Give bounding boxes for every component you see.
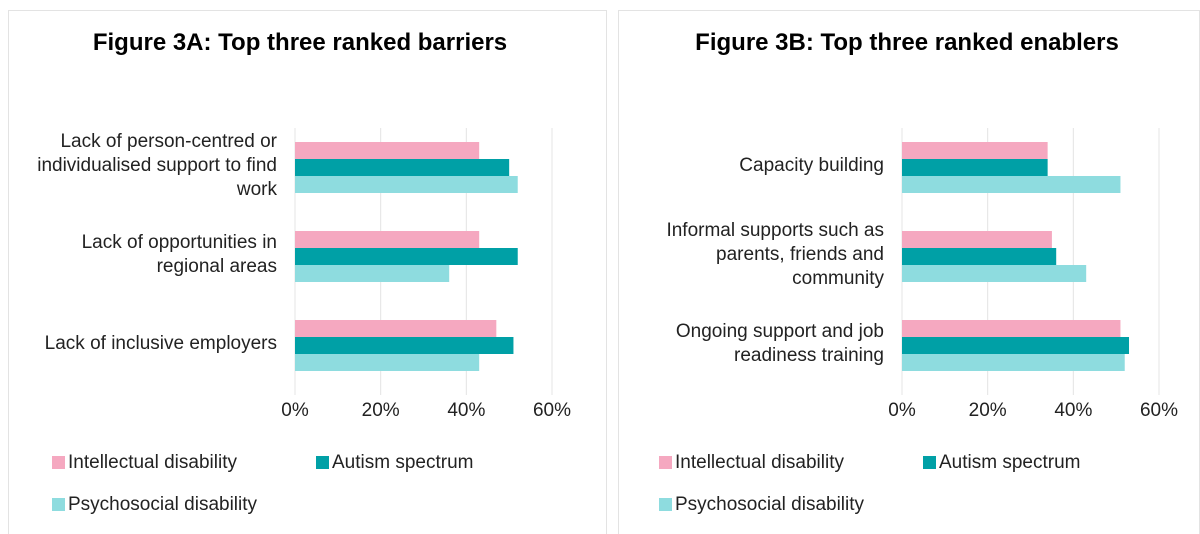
- bar: [295, 142, 480, 159]
- legend-item: Autism spectrum: [316, 452, 473, 474]
- legend-label: Intellectual disability: [675, 452, 844, 473]
- panel: [8, 10, 607, 534]
- bar: [295, 354, 480, 371]
- legend-label: Psychosocial disability: [675, 494, 865, 515]
- category-label: Ongoing support and job readiness traini…: [675, 320, 884, 366]
- legend-label: Autism spectrum: [332, 452, 474, 473]
- bar: [295, 337, 514, 354]
- bar: [902, 176, 1121, 193]
- legend-label: Autism spectrum: [939, 452, 1081, 473]
- legend-item: Psychosocial disability: [52, 494, 257, 516]
- bar: [295, 159, 510, 176]
- legend-item: Psychosocial disability: [659, 494, 864, 516]
- x-tick-label: 40%: [1054, 400, 1093, 421]
- chart-title: Figure 3B: Top three ranked enablers: [695, 29, 1119, 56]
- legend-swatch: [316, 456, 329, 469]
- bar: [902, 265, 1087, 282]
- x-tick-label: 60%: [1139, 400, 1179, 421]
- legend-swatch: [52, 498, 65, 511]
- chart-title: Figure 3A: Top three ranked barriers: [92, 29, 508, 56]
- bar: [902, 337, 1130, 354]
- category-label: Lack of person-centred or individualised…: [37, 130, 277, 200]
- legend-swatch: [659, 456, 672, 469]
- legend-swatch: [52, 456, 65, 469]
- bar: [902, 248, 1057, 265]
- x-tick-label: 20%: [968, 400, 1007, 421]
- bar: [902, 354, 1125, 371]
- legend-item: Intellectual disability: [659, 452, 844, 474]
- legend-swatch: [659, 498, 672, 511]
- legend-label: Intellectual disability: [68, 452, 237, 473]
- category-label: Lack of inclusive employers: [44, 332, 277, 354]
- category-label: Informal supports such as parents, frien…: [666, 219, 884, 289]
- bar: [902, 142, 1048, 159]
- x-tick-label: 0%: [281, 400, 309, 421]
- legend-label: Psychosocial disability: [68, 494, 258, 515]
- bar: [902, 231, 1052, 248]
- bar: [295, 265, 450, 282]
- bar: [902, 320, 1121, 337]
- legend-item: Autism spectrum: [923, 452, 1080, 474]
- x-tick-label: 0%: [888, 400, 916, 421]
- bar: [295, 176, 518, 193]
- bar: [295, 231, 480, 248]
- bar: [295, 320, 497, 337]
- legend-swatch: [923, 456, 936, 469]
- x-tick-label: 60%: [532, 400, 572, 421]
- x-tick-label: 40%: [447, 400, 486, 421]
- category-label: Lack of opportunities in regional areas: [81, 231, 277, 277]
- x-tick-label: 20%: [361, 400, 400, 421]
- category-label: Capacity building: [739, 154, 884, 176]
- legend-item: Intellectual disability: [52, 452, 237, 474]
- bar: [295, 248, 518, 265]
- bar: [902, 159, 1048, 176]
